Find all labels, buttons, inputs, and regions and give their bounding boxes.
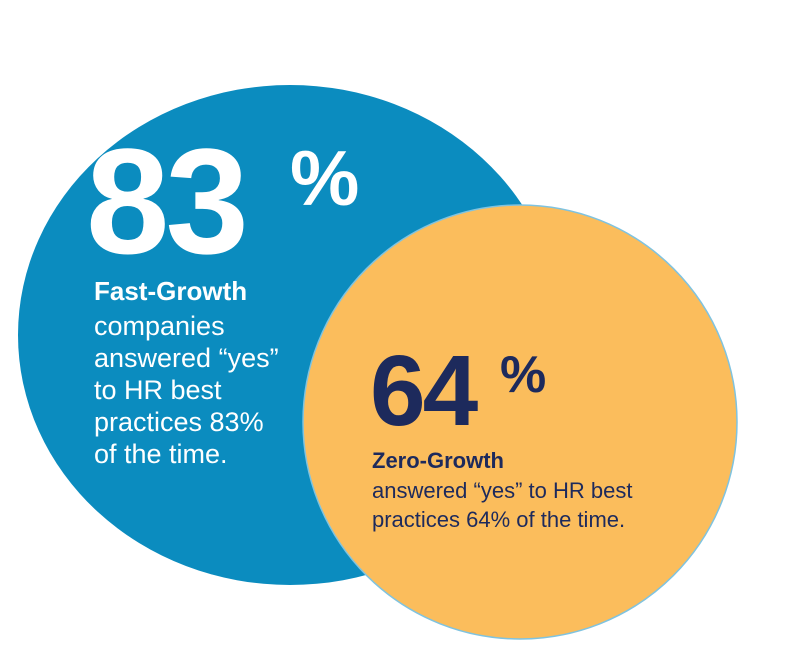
stat-number: 64 bbox=[370, 335, 479, 447]
stat-unit: % bbox=[290, 134, 359, 222]
body-line: companies bbox=[94, 311, 225, 341]
body-line: to HR best bbox=[94, 375, 222, 405]
orange-circle bbox=[302, 204, 738, 640]
stat-number: 83 bbox=[86, 117, 245, 285]
body-line: of the time. bbox=[94, 439, 228, 469]
body: answered “yes” to HR best practices 64% o… bbox=[372, 478, 632, 532]
body-line: answered “yes” to HR best bbox=[372, 478, 632, 503]
heading: Fast-Growth bbox=[94, 276, 247, 306]
stat-unit: % bbox=[500, 346, 546, 404]
heading: Zero-Growth bbox=[372, 448, 504, 473]
body-line: practices 64% of the time. bbox=[372, 507, 625, 532]
body-line: answered “yes” bbox=[94, 343, 279, 373]
body-line: practices 83% bbox=[94, 407, 264, 437]
